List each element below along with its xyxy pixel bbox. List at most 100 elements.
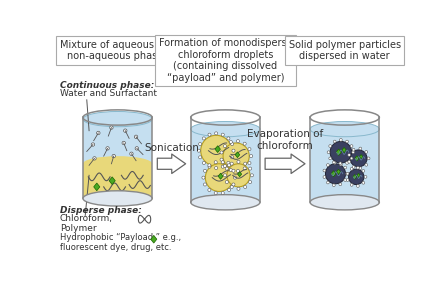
Circle shape <box>325 164 345 184</box>
Circle shape <box>243 162 246 165</box>
Text: Disperse phase:: Disperse phase: <box>60 206 141 215</box>
Circle shape <box>339 139 342 141</box>
Circle shape <box>236 170 239 173</box>
Circle shape <box>350 150 366 167</box>
Circle shape <box>351 166 354 168</box>
Polygon shape <box>235 152 239 158</box>
Polygon shape <box>352 174 356 179</box>
Circle shape <box>203 183 206 186</box>
Circle shape <box>231 169 234 172</box>
Circle shape <box>243 185 246 188</box>
Ellipse shape <box>309 121 378 137</box>
Circle shape <box>356 166 358 169</box>
Ellipse shape <box>190 195 259 210</box>
Polygon shape <box>356 174 359 177</box>
Circle shape <box>230 162 233 165</box>
Circle shape <box>361 170 364 172</box>
Circle shape <box>326 181 328 184</box>
Circle shape <box>223 174 226 177</box>
Circle shape <box>91 143 95 146</box>
Circle shape <box>328 145 331 147</box>
Polygon shape <box>218 173 223 179</box>
Circle shape <box>223 144 226 148</box>
Ellipse shape <box>190 121 259 137</box>
Circle shape <box>243 142 246 145</box>
Circle shape <box>339 163 342 166</box>
Polygon shape <box>359 155 362 159</box>
Circle shape <box>219 151 223 154</box>
Circle shape <box>203 169 206 172</box>
Circle shape <box>200 135 231 166</box>
Circle shape <box>332 184 335 187</box>
Circle shape <box>345 172 348 175</box>
Circle shape <box>96 131 100 135</box>
Circle shape <box>332 162 336 164</box>
Ellipse shape <box>83 156 152 171</box>
Circle shape <box>198 156 201 159</box>
Circle shape <box>350 167 352 170</box>
Circle shape <box>226 137 230 140</box>
Circle shape <box>225 181 228 184</box>
Circle shape <box>356 185 358 187</box>
Circle shape <box>227 188 230 192</box>
Circle shape <box>364 163 367 166</box>
Circle shape <box>361 181 364 184</box>
Polygon shape <box>109 177 115 185</box>
Circle shape <box>226 164 250 187</box>
Circle shape <box>248 181 251 184</box>
Circle shape <box>350 157 352 160</box>
Circle shape <box>247 147 251 151</box>
Circle shape <box>214 166 217 170</box>
Circle shape <box>338 162 341 165</box>
Circle shape <box>326 164 328 166</box>
Circle shape <box>345 162 348 164</box>
Circle shape <box>207 188 210 192</box>
Circle shape <box>122 141 125 145</box>
Circle shape <box>223 143 249 169</box>
Ellipse shape <box>83 191 152 206</box>
Circle shape <box>229 140 232 144</box>
Circle shape <box>348 169 363 185</box>
Circle shape <box>248 167 251 170</box>
Circle shape <box>328 157 331 160</box>
Circle shape <box>214 161 217 164</box>
Circle shape <box>208 133 211 136</box>
Text: Continuous phase:: Continuous phase: <box>60 81 154 90</box>
Circle shape <box>346 172 348 175</box>
Circle shape <box>322 169 325 172</box>
Polygon shape <box>341 147 346 153</box>
FancyArrowPatch shape <box>265 154 304 174</box>
Text: Hydrophobic “Payload,” e.g.,
fluorescent dye, drug, etc.: Hydrophobic “Payload,” e.g., fluorescent… <box>60 233 180 252</box>
Circle shape <box>345 140 348 143</box>
Circle shape <box>236 140 239 143</box>
Circle shape <box>110 126 113 129</box>
Circle shape <box>230 143 233 146</box>
Circle shape <box>231 149 234 152</box>
Circle shape <box>249 155 252 158</box>
Polygon shape <box>150 235 156 243</box>
FancyArrowPatch shape <box>157 154 185 174</box>
Circle shape <box>237 187 240 190</box>
Circle shape <box>363 175 366 178</box>
Circle shape <box>214 192 217 195</box>
Circle shape <box>346 179 348 181</box>
Circle shape <box>347 154 350 156</box>
Circle shape <box>358 167 361 170</box>
Polygon shape <box>83 119 152 164</box>
Circle shape <box>227 164 230 167</box>
Circle shape <box>366 157 369 160</box>
Text: Evaporation of
chloroform: Evaporation of chloroform <box>246 129 322 151</box>
Circle shape <box>201 176 205 179</box>
Circle shape <box>225 167 228 170</box>
Polygon shape <box>190 129 259 202</box>
Circle shape <box>350 184 352 186</box>
Circle shape <box>226 161 230 164</box>
Circle shape <box>233 176 236 179</box>
Circle shape <box>247 162 251 165</box>
Circle shape <box>197 149 200 152</box>
Circle shape <box>243 167 246 170</box>
Polygon shape <box>336 149 340 155</box>
Circle shape <box>322 176 325 178</box>
Text: Mixture of aqueous and
non-aqueous phases: Mixture of aqueous and non-aqueous phase… <box>60 40 175 62</box>
Polygon shape <box>215 146 220 152</box>
